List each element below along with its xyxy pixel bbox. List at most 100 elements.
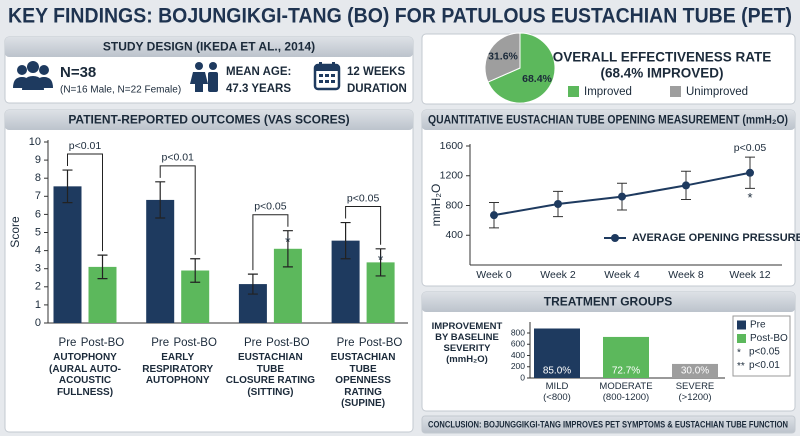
legend-swatch	[737, 320, 746, 330]
legend-swatch	[670, 86, 681, 97]
bracket	[159, 165, 196, 255]
y-axis-label: mmH₂O	[429, 184, 443, 227]
point	[554, 200, 562, 209]
conclusion-bar	[421, 415, 796, 434]
series-label: Pre	[337, 337, 355, 349]
category-label: EARLY RESPIRATORY AUTOPHONY	[142, 352, 214, 386]
significance-label: p<0.05	[347, 192, 380, 204]
age-value: 47.3 YEARS	[226, 83, 291, 95]
bracket	[345, 206, 382, 245]
category-label: SEVERE (>1200)	[675, 382, 715, 403]
y-tick-label: 6	[35, 208, 41, 220]
panel-title: STUDY DESIGN (IKEDA ET AL., 2014)	[103, 40, 315, 54]
point	[490, 211, 498, 220]
y-tick-label: 3	[35, 263, 41, 275]
significance-marker: *	[378, 251, 384, 267]
series-label: Pre	[151, 337, 169, 349]
duration-value: 12 WEEKS	[347, 66, 405, 78]
error-bar	[97, 254, 108, 280]
panel-title: QUANTITATIVE EUSTACHIAN TUBE OPENING MEA…	[428, 113, 788, 127]
y-tick-label: 2	[35, 281, 41, 293]
panel-header	[5, 110, 413, 130]
error-bar	[282, 230, 293, 268]
category-label-box: EUSTACHIAN TUBE CLOSURE RATING (SITTING)	[225, 352, 316, 398]
conclusion: CONCLUSION: BOJUNGGIKGI-TANG IMPROVES PE…	[428, 419, 788, 429]
category-label: MODERATE (800-1200)	[599, 382, 653, 403]
category-label-box: MODERATE (800-1200)	[599, 382, 653, 403]
bar-label: 72.7%	[612, 366, 640, 377]
pie-slice	[487, 32, 556, 104]
calendar-icon	[313, 62, 341, 91]
error-bar	[62, 169, 73, 204]
pie-slice	[484, 32, 521, 83]
bar	[146, 199, 175, 323]
y-tick-label: 5	[35, 226, 41, 238]
y-tick-label: 0	[520, 372, 525, 382]
legend-label: AVERAGE OPENING PRESSURE	[632, 232, 800, 244]
y-tick-label: 1600	[440, 140, 464, 152]
y-tick-label: 200	[511, 361, 525, 371]
y-axis-label: IMPROVEMENT BY BASELINE SEVERITY (mmH₂O)	[431, 322, 503, 365]
y-tick-label: 8	[35, 172, 41, 184]
legend-swatch	[568, 86, 579, 97]
point	[618, 192, 626, 201]
series-label: Post-BO	[359, 337, 403, 349]
bar	[534, 328, 580, 378]
adults-icon	[190, 62, 218, 92]
y-tick-label: 800	[445, 199, 463, 211]
y-axis-label-box: IMPROVEMENT BY BASELINE SEVERITY (mmH₂O)	[431, 322, 503, 365]
significance-label: p<0.01	[69, 140, 102, 152]
category-label: EUSTACHIAN TUBE OPENNESS RATING (SUPINE)	[330, 352, 396, 409]
category-label-box: EUSTACHIAN TUBE OPENNESS RATING (SUPINE)	[330, 352, 396, 409]
x-tick-label: Week 8	[668, 269, 704, 281]
legend-swatch	[737, 334, 746, 343]
legend-symbol: *	[737, 348, 741, 359]
y-axis-label: Score	[8, 216, 22, 248]
x-tick-label: Week 2	[540, 269, 576, 281]
people-icon	[13, 61, 53, 90]
pie-label: 31.6%	[488, 51, 518, 63]
sample-size: N=38	[60, 64, 96, 81]
x-tick-label: Week 0	[476, 269, 512, 281]
legend-label: Unimproved	[686, 86, 748, 98]
y-tick-label: 800	[511, 327, 525, 337]
category-label: MILD (<800)	[543, 382, 571, 403]
legend-label: Post-BO	[750, 333, 788, 344]
y-tick-label: 1200	[440, 170, 464, 182]
y-tick-label: 7	[35, 190, 41, 202]
point	[682, 181, 690, 190]
significance-label: p<0.05	[734, 142, 767, 154]
error-bar	[190, 258, 201, 283]
category-label-box: AUTOPHONY (AURAL AUTO- ACOUSTIC FULLNESS…	[49, 352, 121, 398]
x-tick-label: Week 4	[604, 269, 640, 281]
error-bar	[340, 221, 351, 260]
y-tick-label: 600	[511, 339, 525, 349]
series-label: Post-BO	[81, 337, 125, 349]
legend-point	[611, 234, 619, 242]
bar	[603, 336, 649, 378]
point	[746, 168, 754, 177]
y-tick-label: 1	[35, 299, 41, 311]
chart-subtitle: (68.4% IMPROVED)	[600, 66, 723, 81]
chart-title: OVERALL EFFECTIVENESS RATE	[553, 50, 772, 65]
category-label: EUSTACHIAN TUBE CLOSURE RATING (SITTING)	[225, 352, 316, 398]
series-label: Post-BO	[173, 337, 217, 349]
legend-symbol: **	[737, 361, 745, 372]
legend-label: Pre	[750, 320, 766, 331]
significance-label: p<0.01	[161, 152, 194, 164]
significance-marker: *	[747, 190, 752, 205]
significance-label: p<0.05	[254, 200, 287, 212]
panel-header	[422, 110, 795, 130]
panel-header	[422, 292, 795, 312]
y-tick-label: 400	[445, 229, 463, 241]
legend-label: Improved	[584, 86, 632, 98]
panel-title: TREATMENT GROUPS	[544, 295, 672, 309]
panel-title: PATIENT-REPORTED OUTCOMES (VAS SCORES)	[68, 113, 349, 127]
y-tick-label: 4	[35, 245, 41, 257]
page-title: KEY FINDINGS: BOJUNGIKGI-TANG (BO) FOR P…	[8, 5, 792, 28]
category-label-box: EARLY RESPIRATORY AUTOPHONY	[142, 352, 214, 386]
age-label: MEAN AGE:	[226, 66, 291, 78]
bar-label: 85.0%	[543, 366, 571, 377]
y-tick-label: 400	[511, 350, 525, 360]
